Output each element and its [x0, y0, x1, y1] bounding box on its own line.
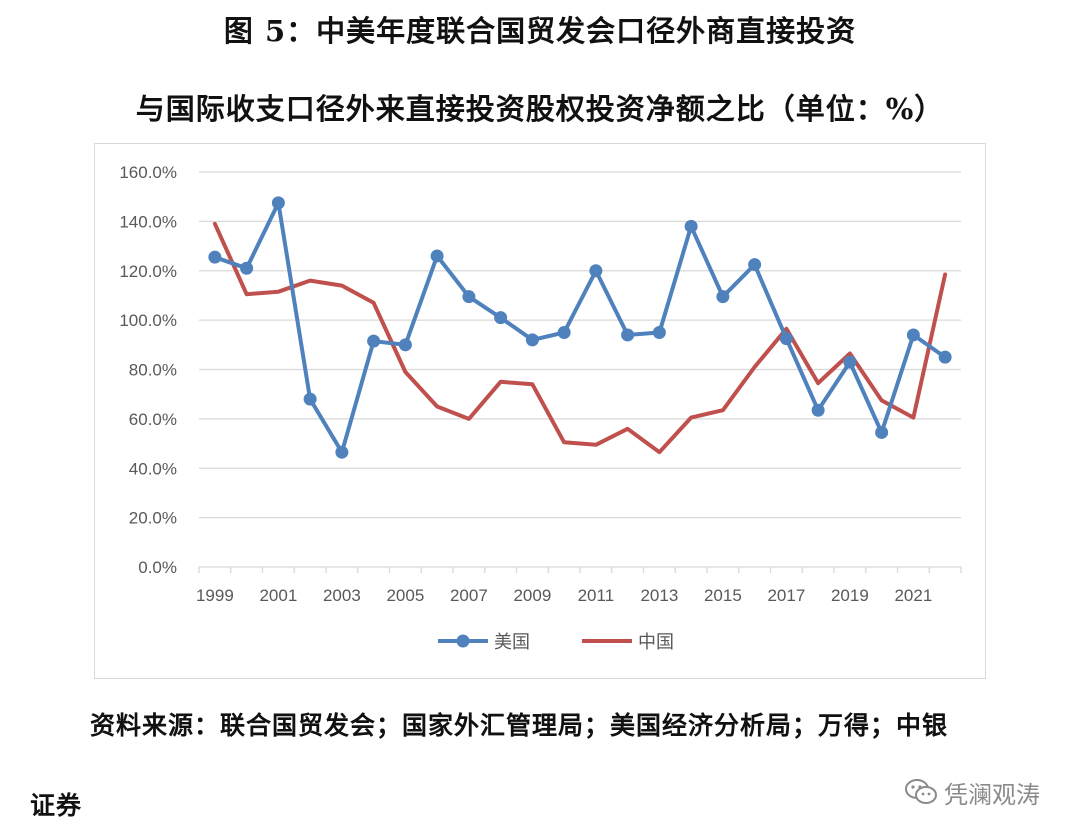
legend-label: 美国: [494, 632, 530, 653]
x-tick-label: 2011: [578, 586, 615, 605]
x-tick-label: 2001: [259, 586, 297, 605]
x-tick-label: 2005: [386, 586, 424, 605]
data-point-us: [652, 325, 666, 339]
source-note-line-2: 证券: [30, 791, 83, 820]
y-tick-label: 140.0%: [119, 212, 177, 231]
data-point-us: [589, 264, 603, 278]
x-tick-label: 2019: [831, 586, 869, 605]
data-point-us: [208, 250, 222, 264]
x-tick-label: 2007: [450, 586, 488, 605]
data-point-us: [494, 311, 508, 325]
y-tick-label: 160.0%: [119, 163, 177, 182]
legend-item-china: 中国: [582, 632, 674, 653]
y-tick-label: 40.0%: [129, 459, 177, 478]
y-tick-label: 0.0%: [138, 558, 177, 577]
x-tick-label: 2021: [894, 586, 932, 605]
data-point-us: [557, 325, 571, 339]
chart-area: 0.0% 20.0% 40.0% 60.0% 80.0% 100.0% 120.0% 140.…: [94, 143, 986, 679]
data-point-us: [938, 350, 952, 364]
x-axis-ticks: 1999 2001 2003 2005 2007 2009 2011 2013 2015 2017…: [196, 567, 962, 605]
series-line-us: [212, 200, 948, 455]
data-point-us: [843, 355, 857, 369]
x-tick-label: 1999: [196, 586, 234, 605]
x-tick-label: 2017: [767, 586, 805, 605]
source-note-line-1: 资料来源：联合国贸发会；国家外汇管理局；美国经济分析局；万得；中银: [90, 711, 949, 740]
x-tick-label: 2013: [640, 586, 678, 605]
watermark: 凭澜观涛: [904, 774, 1040, 810]
chart-title-line-1: 图 5：中美年度联合国贸发会口径外商直接投资: [223, 14, 857, 48]
data-point-us: [525, 333, 539, 347]
legend: 美国 中国: [438, 632, 674, 653]
data-point-us: [875, 425, 889, 439]
data-point-us: [303, 392, 317, 406]
series-line-china: [212, 221, 948, 455]
y-tick-label: 100.0%: [119, 311, 177, 330]
x-tick-label: 2009: [513, 586, 551, 605]
data-point-us: [906, 328, 920, 342]
data-point-us: [684, 219, 698, 233]
y-tick-label: 80.0%: [129, 361, 177, 380]
data-point-us: [271, 196, 285, 210]
data-point-us: [748, 258, 762, 272]
data-point-us: [716, 290, 730, 304]
gridlines: [199, 171, 961, 568]
data-point-us: [335, 445, 349, 459]
data-point-us: [621, 328, 635, 342]
legend-label: 中国: [638, 632, 674, 653]
y-tick-label: 60.0%: [129, 410, 177, 429]
data-point-us: [462, 290, 476, 304]
data-point-us: [779, 332, 793, 346]
y-axis-ticks: 0.0% 20.0% 40.0% 60.0% 80.0% 100.0% 120.0% 140.…: [119, 163, 177, 577]
wechat-icon: [905, 779, 937, 804]
data-point-us: [398, 338, 412, 352]
data-point-us: [240, 261, 254, 275]
x-tick-label: 2003: [323, 586, 361, 605]
line-chart: 0.0% 20.0% 40.0% 60.0% 80.0% 100.0% 120.0% 140.…: [119, 163, 962, 653]
x-tick-label: 2015: [704, 586, 742, 605]
data-point-us: [367, 334, 381, 348]
legend-item-us: 美国: [438, 632, 530, 653]
data-point-us: [811, 403, 825, 417]
y-tick-label: 20.0%: [129, 509, 177, 528]
data-point-us: [430, 249, 444, 263]
series-lines: [208, 196, 952, 459]
chart-title-line-2: 与国际收支口径外来直接投资股权投资净额之比（单位：%）: [135, 92, 945, 126]
y-tick-label: 120.0%: [119, 262, 177, 281]
legend-marker: [456, 634, 470, 648]
watermark-text: 凭澜观涛: [944, 780, 1040, 809]
